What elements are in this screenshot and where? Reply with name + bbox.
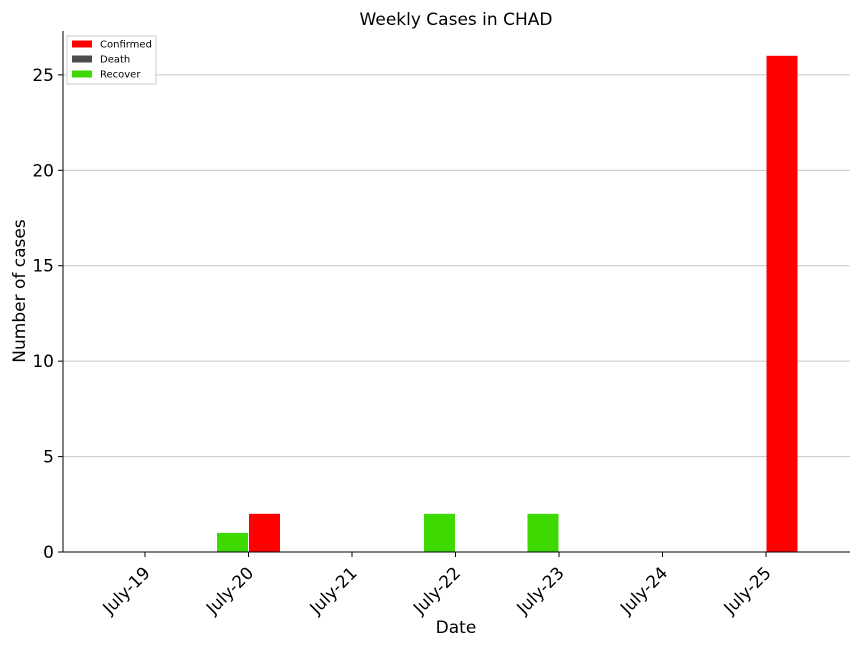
y-tick-label: 10 (32, 352, 54, 372)
y-tick-label: 20 (32, 161, 54, 181)
bar-confirmed (766, 55, 798, 553)
y-tick-label: 25 (32, 66, 54, 86)
x-ticks: July-19 July-20 July-21 July-22 July-23 July-… (99, 552, 776, 619)
x-tick-label: July-19 (99, 563, 155, 619)
bar-recover (217, 532, 248, 552)
grid-lines (63, 74, 850, 458)
legend-label-recover: Recover (100, 70, 141, 81)
y-tick-label: 0 (43, 543, 54, 563)
legend-label-confirmed: Confirmed (100, 40, 152, 51)
y-ticks: 0 5 10 15 20 25 (32, 66, 63, 563)
bar-confirmed (249, 513, 280, 552)
legend-swatch-recover (72, 70, 92, 78)
legend-label-death: Death (100, 55, 130, 66)
x-tick-label: July-25 (720, 563, 776, 619)
x-tick-label: July-21 (306, 563, 362, 619)
bars (217, 55, 798, 553)
chart-title: Weekly Cases in CHAD (360, 10, 553, 30)
y-axis-label: Number of cases (10, 219, 30, 363)
x-tick-label: July-22 (409, 563, 465, 619)
x-tick-label: July-24 (616, 563, 672, 619)
legend: Confirmed Death Recover (66, 35, 157, 85)
bar-recover (424, 513, 455, 552)
y-tick-label: 15 (32, 257, 54, 277)
x-tick-label: July-23 (513, 563, 569, 619)
y-tick-label: 5 (43, 448, 54, 468)
legend-swatch-death (72, 55, 92, 63)
x-tick-label: July-20 (202, 563, 258, 619)
bar-recover (527, 513, 559, 552)
legend-swatch-confirmed (72, 40, 92, 48)
x-axis-label: Date (436, 618, 477, 638)
